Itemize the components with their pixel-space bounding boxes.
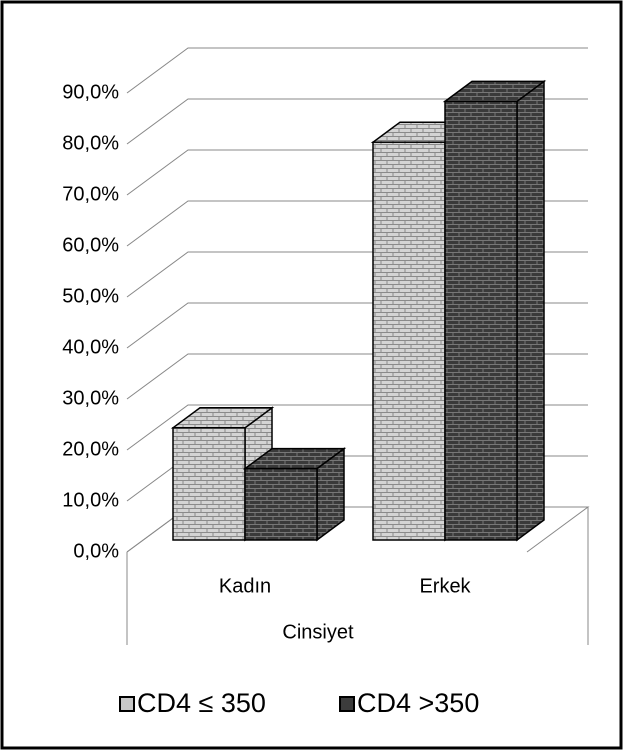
- x-tick-label: Kadın: [219, 575, 271, 597]
- bar: [172, 427, 246, 541]
- y-tick-label: 30,0%: [62, 387, 119, 409]
- legend-swatch: [339, 696, 355, 712]
- x-tick-label: Erkek: [419, 575, 471, 597]
- bar-group: [242, 447, 347, 542]
- legend-swatch: [119, 696, 135, 712]
- y-tick-label: 90,0%: [62, 81, 119, 103]
- bar: [244, 467, 318, 541]
- x-axis-label: Cinsiyet: [282, 621, 354, 643]
- y-tick-label: 40,0%: [62, 336, 119, 358]
- legend-label: CD4 >350: [357, 688, 479, 718]
- bar-side: [516, 79, 545, 542]
- y-tick-label: 80,0%: [62, 132, 119, 154]
- legend-label: CD4 ≤ 350: [137, 688, 266, 718]
- y-tick-label: 20,0%: [62, 438, 119, 460]
- y-tick-label: 60,0%: [62, 234, 119, 256]
- bar: [372, 141, 446, 541]
- y-tick-label: 50,0%: [62, 285, 119, 307]
- y-tick-label: 70,0%: [62, 183, 119, 205]
- bar: [444, 100, 518, 541]
- y-tick-label: 10,0%: [62, 489, 119, 511]
- grid-line: [126, 47, 588, 94]
- bar-group: [442, 79, 547, 542]
- y-tick-label: 0,0%: [73, 540, 119, 562]
